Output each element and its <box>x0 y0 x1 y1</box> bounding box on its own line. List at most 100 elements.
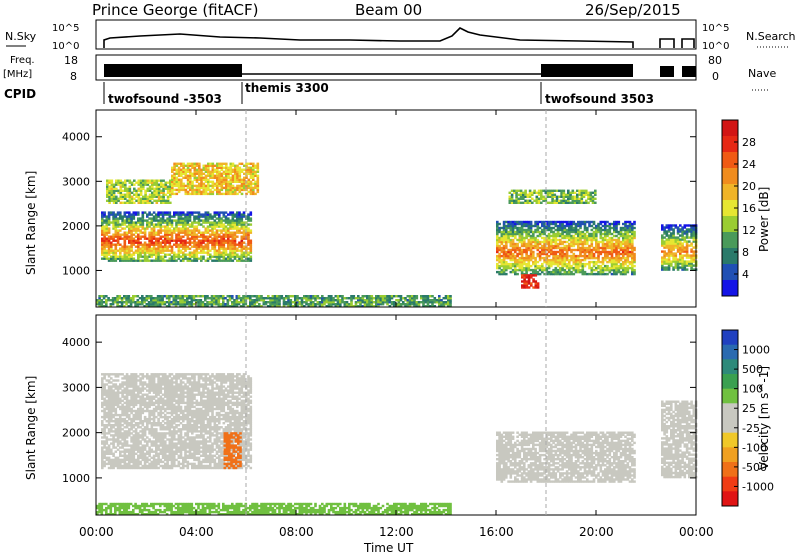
heatmap-cell <box>238 186 242 190</box>
heatmap-cell <box>510 195 514 198</box>
heatmap-cell <box>193 190 197 194</box>
heatmap-cell <box>567 201 570 204</box>
heatmap-cell <box>588 246 591 250</box>
heatmap-cell <box>202 235 205 238</box>
heatmap-cell <box>218 211 221 214</box>
heatmap-cell <box>164 213 167 216</box>
heatmap-cell <box>211 223 214 226</box>
heatmap-cell <box>186 174 190 177</box>
heatmap-cell <box>160 181 163 184</box>
heatmap-cell <box>148 255 151 258</box>
heatmap-cell <box>683 224 687 227</box>
heatmap-cell <box>206 221 210 224</box>
heatmap-cell <box>157 211 160 214</box>
heatmap-cell <box>536 264 540 268</box>
heatmap-cell <box>354 297 358 300</box>
heatmap-cell <box>554 256 558 260</box>
heatmap-cell <box>543 252 546 256</box>
heatmap-cell <box>681 244 684 247</box>
heatmap-cell <box>561 226 564 230</box>
heatmap-cell <box>238 227 241 230</box>
heatmap-cell <box>633 270 636 274</box>
heatmap-cell <box>231 170 235 173</box>
heatmap-cell <box>193 184 197 188</box>
heatmap-cell <box>516 220 519 224</box>
heatmap-cell <box>517 189 521 192</box>
heatmap-cell <box>215 235 219 238</box>
heatmap-cell <box>157 223 160 226</box>
heatmap-cell <box>112 221 115 224</box>
heatmap-cell <box>164 219 167 222</box>
heatmap-cell <box>200 182 203 185</box>
heatmap-cell <box>524 193 527 196</box>
heatmap-cell <box>667 268 671 271</box>
heatmap-cell <box>565 250 569 254</box>
heatmap-cell <box>236 231 239 234</box>
heatmap-cell <box>622 228 625 232</box>
heatmap-cell <box>672 246 675 249</box>
heatmap-cell <box>581 244 585 248</box>
heatmap-cell <box>563 220 567 224</box>
heatmap-cell <box>579 224 582 228</box>
heatmap-cell <box>177 233 181 236</box>
heatmap-cell <box>597 266 600 270</box>
heatmap-cell <box>681 260 684 263</box>
heatmap-cell <box>247 257 250 260</box>
heatmap-cell <box>633 232 636 236</box>
heatmap-cell <box>670 228 673 231</box>
heatmap-cell <box>543 268 546 272</box>
heatmap-cell <box>502 244 506 248</box>
heatmap-cell <box>159 297 162 300</box>
heatmap-cell <box>148 189 152 192</box>
heatmap-cell <box>139 183 143 186</box>
heatmap-cell <box>204 235 208 238</box>
heatmap-cell <box>508 199 512 202</box>
heatmap-cell <box>249 251 253 254</box>
heatmap-cell <box>132 241 136 244</box>
heatmap-cell <box>112 452 115 455</box>
heatmap-cell <box>175 245 178 248</box>
heatmap-cell <box>683 264 687 267</box>
heatmap-cell <box>665 254 669 257</box>
heatmap-cell <box>511 252 515 256</box>
heatmap-cell <box>583 254 587 258</box>
heatmap-cell <box>541 232 544 236</box>
heatmap-cell <box>130 235 133 238</box>
heatmap-cell <box>663 244 666 247</box>
heatmap-cell <box>249 255 253 258</box>
heatmap-cell <box>110 259 113 262</box>
heatmap-cell <box>523 242 526 246</box>
heatmap-cell <box>227 182 230 185</box>
heatmap-cell <box>245 184 248 188</box>
heatmap-cell <box>233 235 237 238</box>
heatmap-cell <box>164 201 168 204</box>
heatmap-cell <box>132 239 136 242</box>
heatmap-cell <box>247 172 251 175</box>
heatmap-cell <box>525 220 528 224</box>
heatmap-cell <box>204 186 208 190</box>
heatmap-cell <box>240 213 244 216</box>
heatmap-cell <box>581 230 585 234</box>
heatmap-cell <box>148 245 151 248</box>
heatmap-cell <box>218 192 221 196</box>
heatmap-cell <box>231 227 235 230</box>
heatmap-cell <box>606 272 609 276</box>
heatmap-cell <box>505 256 508 260</box>
heatmap-cell <box>511 234 515 238</box>
heatmap-cell <box>556 238 560 242</box>
heatmap-cell <box>209 164 212 167</box>
heatmap-cell <box>225 176 228 179</box>
heatmap-cell <box>592 264 596 268</box>
heatmap-cell <box>209 170 212 173</box>
heatmap-cell <box>683 238 687 241</box>
heatmap-cell <box>110 381 113 384</box>
heatmap-cell <box>558 195 561 198</box>
heatmap-cell <box>514 220 517 224</box>
heatmap-cell <box>604 264 607 268</box>
heatmap-cell <box>216 184 219 188</box>
heatmap-cell <box>536 244 540 248</box>
heatmap-cell <box>249 231 253 234</box>
heatmap-cell <box>615 272 618 276</box>
heatmap-cell <box>690 266 693 269</box>
heatmap-cell <box>606 234 609 238</box>
